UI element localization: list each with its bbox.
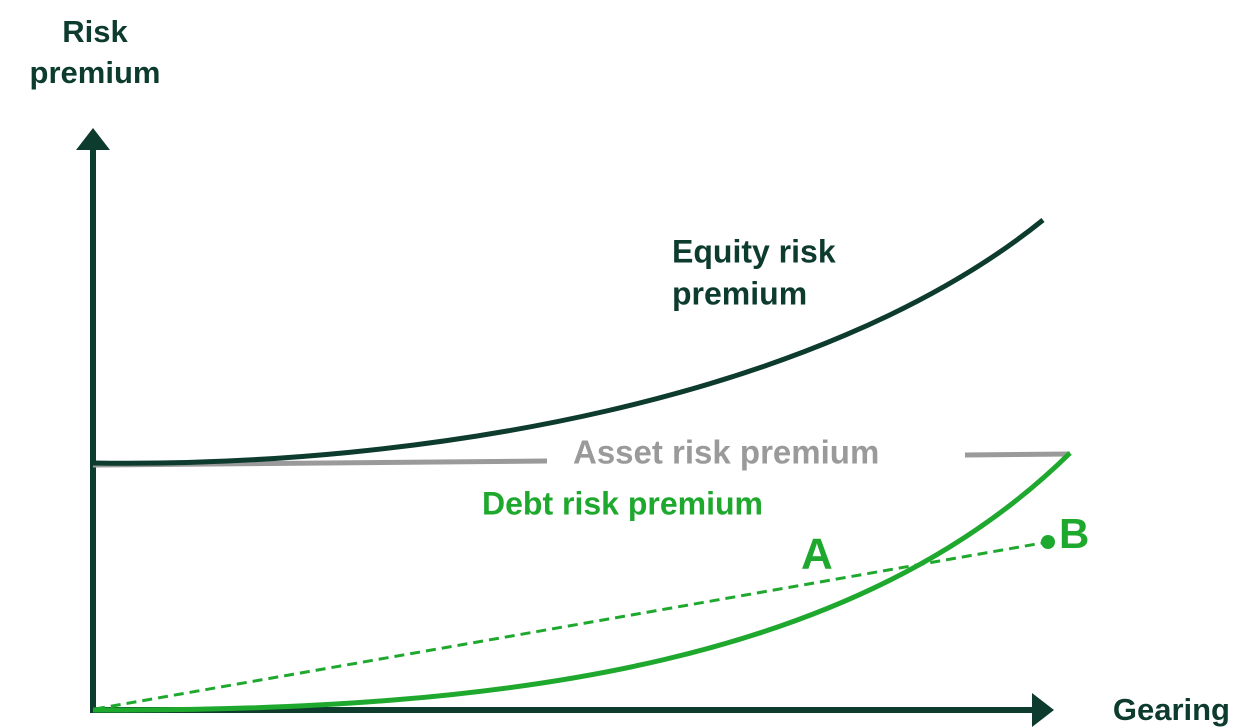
point-b-label: B xyxy=(1059,510,1089,557)
point-b-dot xyxy=(1041,535,1055,549)
equity-label: Equity risk xyxy=(672,233,836,269)
y-axis-label: premium xyxy=(30,55,161,90)
debt-line-dashed xyxy=(94,540,1049,711)
point-a-label: A xyxy=(801,530,833,579)
x-axis-arrow xyxy=(1032,693,1054,727)
y-axis-label: Risk xyxy=(62,14,128,49)
equity-curve xyxy=(92,218,1045,466)
asset-line xyxy=(964,451,1071,458)
equity-label: premium xyxy=(672,275,807,311)
x-axis-label: Gearing xyxy=(1113,692,1230,727)
debt-label: Debt risk premium xyxy=(482,485,763,521)
y-axis-arrow xyxy=(76,128,110,150)
debt-curve xyxy=(92,451,1072,713)
asset-label: Asset risk premium xyxy=(573,434,879,471)
